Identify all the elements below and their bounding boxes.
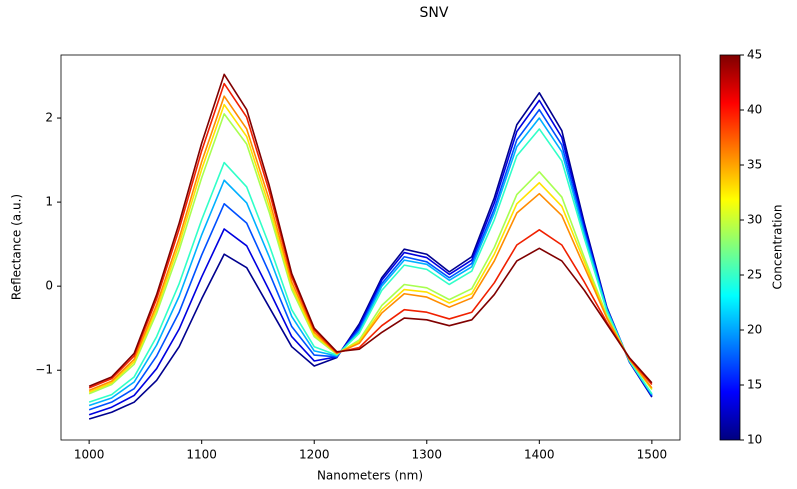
series-line: [88, 82, 653, 389]
series-line: [88, 92, 653, 420]
x-tick-label: 1000: [74, 448, 105, 462]
y-axis-label: Reflectance (a.u.): [10, 194, 24, 300]
x-tick-label: 1400: [524, 448, 555, 462]
colorbar-tick-label: 40: [747, 103, 762, 117]
y-tick-label: 0: [45, 279, 53, 293]
x-tick-label: 1500: [637, 448, 668, 462]
y-tick-label: −1: [35, 363, 53, 377]
x-tick-label: 1200: [299, 448, 330, 462]
colorbar-tick-label: 25: [747, 268, 762, 282]
colorbar: [719, 54, 741, 441]
colorbar-label: Concentration: [771, 205, 785, 290]
series-line: [88, 113, 653, 395]
colorbar-tick-label: 45: [747, 48, 762, 62]
y-tick-label: 2: [45, 111, 53, 125]
series-line: [88, 117, 653, 407]
series-line: [88, 103, 653, 393]
chart-title: SNV: [420, 5, 449, 21]
x-axis-label: Nanometers (nm): [317, 469, 423, 483]
x-tick-label: 1100: [186, 448, 217, 462]
x-tick-label: 1300: [411, 448, 442, 462]
series-line: [88, 99, 653, 416]
colorbar-tick-label: 20: [747, 323, 762, 337]
plot-frame: [60, 54, 681, 441]
colorbar-tick-label: 35: [747, 158, 762, 172]
colorbar-tick-label: 10: [747, 433, 762, 447]
series-line: [88, 95, 653, 392]
series-line: [88, 73, 653, 387]
series-line: [88, 128, 653, 403]
colorbar-tick-label: 15: [747, 378, 762, 392]
series-line: [88, 108, 653, 411]
y-tick-label: 1: [45, 195, 53, 209]
colorbar-tick-label: 30: [747, 213, 762, 227]
